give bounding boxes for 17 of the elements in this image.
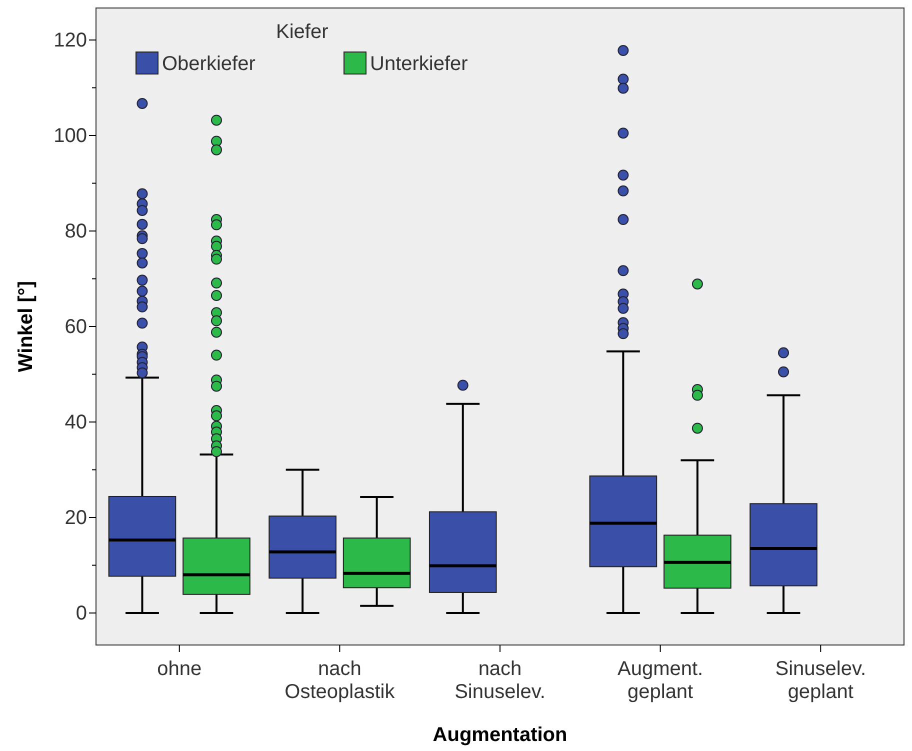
x-tick-label: Sinuselev. geplant xyxy=(775,658,866,703)
legend-label: Unterkiefer xyxy=(370,53,468,75)
y-axis-title: Winkel [°] xyxy=(15,280,37,372)
y-tick-label: 120 xyxy=(54,29,87,52)
legend-title: Kiefer xyxy=(276,21,329,43)
y-tick-label: 100 xyxy=(54,124,87,147)
y-tick-label: 40 xyxy=(64,411,87,434)
x-tick-label: Augment. geplant xyxy=(618,658,704,703)
y-tick-label: 0 xyxy=(76,602,87,624)
y-tick-label: 20 xyxy=(64,506,87,529)
legend-label: Oberkiefer xyxy=(162,53,256,75)
x-tick-label: nach Osteoplastik xyxy=(284,658,396,703)
x-tick-label: ohne xyxy=(157,658,202,680)
x-axis-title: Augmentation xyxy=(432,724,568,746)
y-tick-label: 80 xyxy=(64,220,87,242)
x-tick-label: nach Sinuselev. xyxy=(454,658,546,703)
y-tick-label: 60 xyxy=(64,316,87,338)
